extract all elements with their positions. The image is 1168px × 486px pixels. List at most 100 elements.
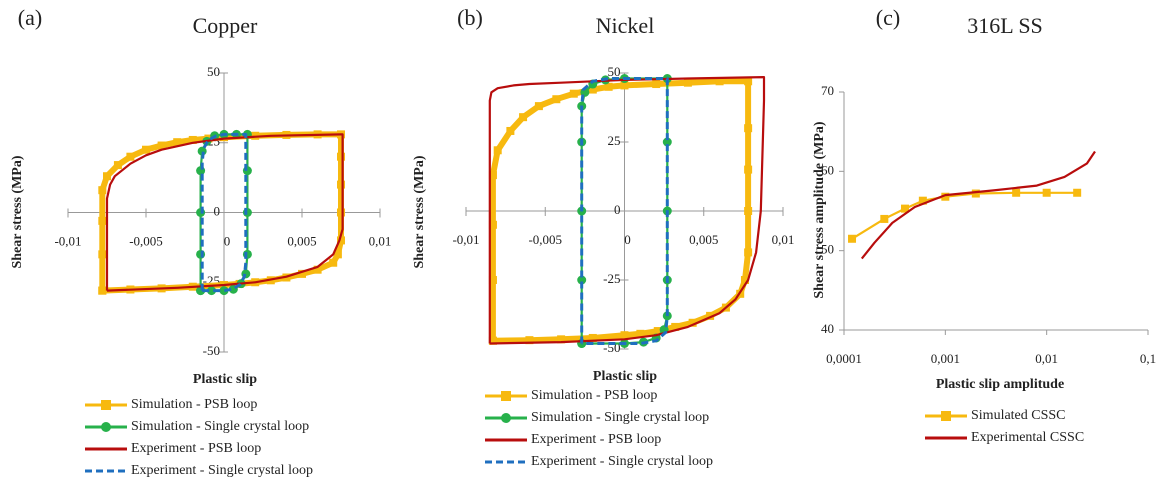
marker — [744, 165, 753, 174]
panel-letter: (b) — [457, 5, 483, 30]
marker — [196, 249, 206, 259]
marker — [552, 95, 561, 104]
marker — [652, 80, 661, 89]
marker — [207, 286, 217, 296]
panel: (a) Copper Plastic slip Shear stress (MPa) -… — [10, 5, 391, 478]
marker — [744, 248, 753, 257]
marker — [1073, 188, 1082, 197]
marker — [519, 113, 528, 122]
marker — [329, 258, 338, 267]
marker — [569, 89, 578, 98]
marker — [588, 85, 597, 94]
marker — [242, 166, 252, 176]
series-line — [200, 132, 248, 293]
marker — [653, 327, 662, 336]
marker — [219, 286, 229, 296]
marker — [683, 78, 692, 87]
panel-letter: (a) — [18, 5, 42, 30]
marker — [113, 161, 122, 170]
marker — [744, 77, 753, 86]
legend-marker — [101, 422, 111, 432]
chart-title: 316L SS — [967, 13, 1043, 38]
legend-label: Simulated CSSC — [971, 408, 1066, 423]
x-tick-label: 0,0001 — [826, 351, 862, 366]
x-tick-label: 0 — [624, 232, 631, 247]
x-tick-label: -0,01 — [54, 233, 81, 248]
x-axis-label: Plastic slip — [593, 369, 657, 384]
marker — [557, 335, 566, 344]
marker — [188, 135, 197, 144]
chart-title: Copper — [193, 13, 258, 38]
series-line — [105, 133, 344, 292]
marker — [173, 138, 182, 147]
legend-label: Experiment - PSB loop — [531, 432, 661, 447]
marker — [688, 318, 697, 327]
legend-label: Simulation - Single crystal loop — [131, 419, 309, 434]
marker — [98, 250, 107, 259]
marker — [337, 236, 345, 245]
marker — [488, 220, 497, 229]
y-axis-label: Shear stress (MPa) — [412, 155, 427, 268]
marker — [588, 333, 597, 342]
x-tick-label: -0,01 — [452, 232, 479, 247]
marker — [98, 286, 107, 295]
marker — [488, 171, 497, 180]
y-tick-label: 70 — [821, 83, 834, 98]
y-tick-label: 50 — [207, 64, 220, 79]
marker — [98, 216, 107, 225]
series-line — [860, 150, 1096, 260]
marker — [488, 336, 497, 345]
y-tick-label: -25 — [603, 271, 620, 286]
marker — [662, 137, 672, 147]
marker — [157, 141, 166, 150]
marker — [142, 145, 150, 154]
marker — [242, 249, 252, 259]
x-tick-label: 0,01 — [772, 232, 795, 247]
marker — [604, 82, 613, 91]
marker — [337, 152, 345, 161]
marker — [620, 81, 629, 90]
y-tick-label: 0 — [214, 203, 221, 218]
marker — [620, 331, 629, 340]
panel: (c) 316L SS Plastic slip amplitude Shear st… — [812, 5, 1156, 445]
x-tick-label: 0,01 — [369, 233, 392, 248]
y-axis-label: Shear stress (MPa) — [10, 155, 25, 268]
marker — [98, 186, 107, 195]
marker — [298, 269, 306, 278]
legend-label: Simulation - PSB loop — [131, 397, 257, 412]
legend-marker — [501, 391, 511, 401]
marker — [337, 180, 345, 189]
legend-marker — [941, 411, 951, 421]
y-tick-label: 50 — [821, 242, 834, 257]
y-axis-label: Shear stress amplitude (MPa) — [812, 121, 827, 299]
series-line — [489, 78, 752, 344]
marker — [525, 336, 534, 345]
legend-label: Simulation - Single crystal loop — [531, 410, 709, 425]
marker — [744, 124, 753, 133]
series-line — [580, 77, 669, 345]
marker — [506, 126, 515, 135]
x-tick-label: 0 — [224, 233, 231, 248]
marker — [671, 322, 680, 331]
panel: (b) Nickel Plastic slip Shear stress (MPa) -… — [412, 5, 794, 469]
marker — [242, 208, 252, 217]
y-tick-label: 60 — [821, 162, 834, 177]
marker — [941, 192, 950, 201]
marker — [577, 275, 587, 285]
marker — [706, 311, 715, 320]
marker — [971, 189, 980, 198]
y-tick-label: 50 — [608, 64, 621, 79]
legend-marker — [501, 413, 511, 423]
legend-label: Experiment - Single crystal loop — [531, 454, 713, 469]
legend-label: Experiment - Single crystal loop — [131, 463, 313, 478]
x-tick-label: 0,001 — [931, 351, 960, 366]
x-tick-label: 0,01 — [1035, 351, 1058, 366]
marker — [196, 208, 206, 217]
marker — [848, 234, 857, 243]
x-axis-label: Plastic slip — [193, 372, 257, 387]
y-tick-label: 0 — [614, 202, 621, 217]
x-tick-label: 0,1 — [1140, 351, 1156, 366]
legend-label: Simulation - PSB loop — [531, 388, 657, 403]
marker — [901, 204, 910, 213]
